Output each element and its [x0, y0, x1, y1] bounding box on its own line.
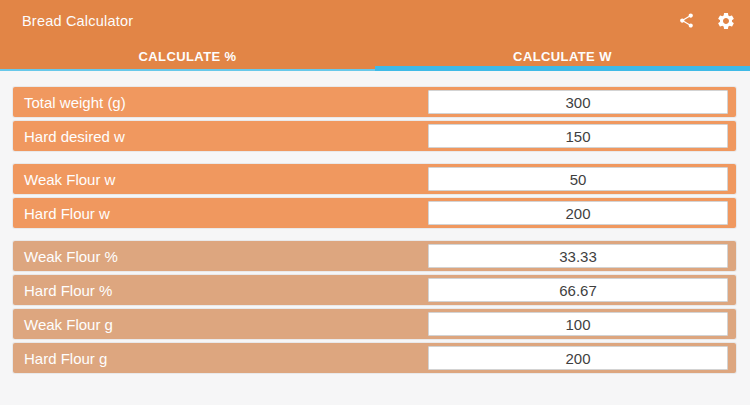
- tab-bar: CALCULATE % CALCULATE W: [0, 41, 750, 71]
- row-label: Weak Flour w: [13, 171, 428, 188]
- value-input[interactable]: [428, 312, 728, 336]
- page-title: Bread Calculator: [22, 13, 133, 29]
- row-label: Hard Flour %: [13, 282, 428, 299]
- app-screen: Bread Calculator CALCULATE % CALCULATE W…: [0, 0, 750, 405]
- row-label: Hard Flour g: [13, 350, 428, 367]
- row-label: Total weight (g): [13, 94, 428, 111]
- table-row: Hard Flour w: [13, 198, 736, 228]
- table-row: Weak Flour g: [13, 309, 736, 339]
- app-bar: Bread Calculator: [0, 0, 750, 41]
- appbar-actions: [678, 11, 738, 31]
- row-group: Total weight (g) Hard desired w: [13, 87, 736, 151]
- value-input[interactable]: [428, 346, 728, 370]
- row-group: Weak Flour w Hard Flour w: [13, 164, 736, 228]
- table-row: Hard desired w: [13, 121, 736, 151]
- table-row: Total weight (g): [13, 87, 736, 117]
- table-row: Hard Flour g: [13, 343, 736, 373]
- table-row: Weak Flour w: [13, 164, 736, 194]
- row-label: Hard desired w: [13, 128, 428, 145]
- value-input[interactable]: [428, 124, 728, 148]
- table-row: Weak Flour %: [13, 241, 736, 271]
- tab-calculate-percent[interactable]: CALCULATE %: [0, 41, 375, 71]
- value-input[interactable]: [428, 244, 728, 268]
- rows-container: Total weight (g) Hard desired w Weak Flo…: [0, 71, 750, 373]
- tab-calculate-w[interactable]: CALCULATE W: [375, 41, 750, 71]
- value-input[interactable]: [428, 201, 728, 225]
- settings-icon[interactable]: [716, 11, 736, 31]
- tab-label: CALCULATE %: [138, 49, 236, 64]
- value-input[interactable]: [428, 90, 728, 114]
- value-input[interactable]: [428, 278, 728, 302]
- share-icon[interactable]: [678, 12, 695, 29]
- row-label: Weak Flour g: [13, 316, 428, 333]
- value-input[interactable]: [428, 167, 728, 191]
- row-label: Hard Flour w: [13, 205, 428, 222]
- tab-label: CALCULATE W: [513, 49, 612, 64]
- row-label: Weak Flour %: [13, 248, 428, 265]
- row-group: Weak Flour % Hard Flour % Weak Flour g H…: [13, 241, 736, 373]
- table-row: Hard Flour %: [13, 275, 736, 305]
